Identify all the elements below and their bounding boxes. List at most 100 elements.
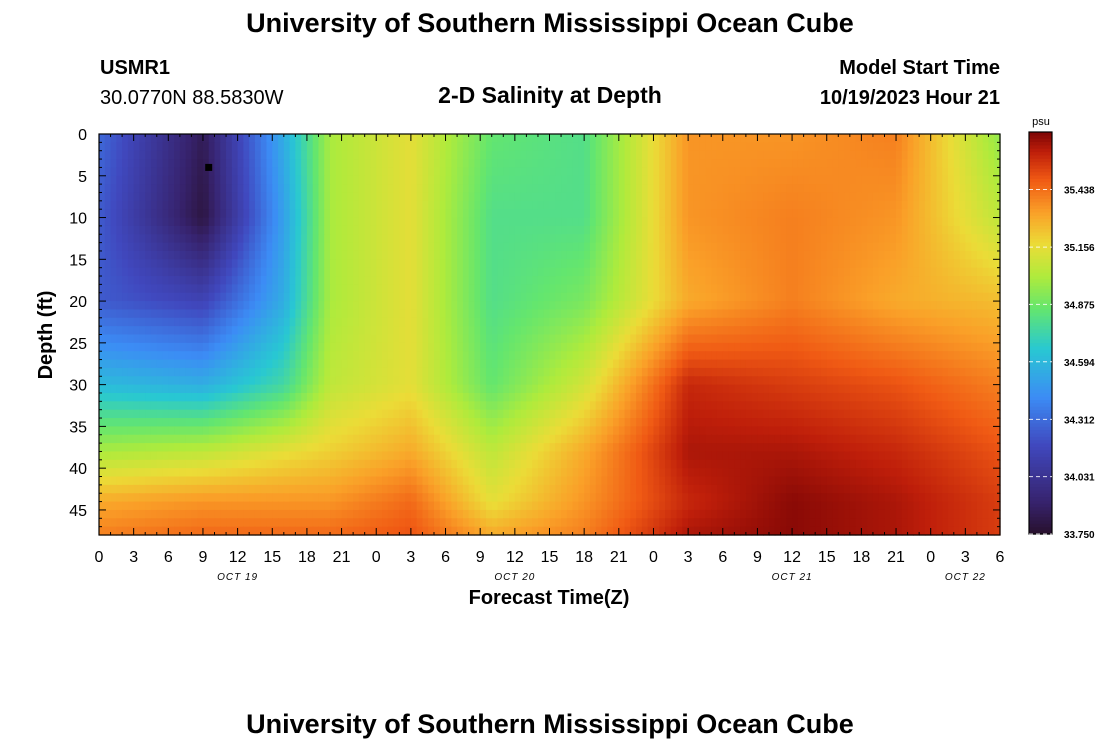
heatmap-cell [948,259,955,269]
heatmap-cell [820,292,828,302]
heatmap-cell [942,234,949,244]
heatmap-cell [734,309,741,319]
heatmap-cell [803,326,811,336]
heatmap-cell [613,134,620,143]
heatmap-cell [768,292,776,302]
heatmap-cell [803,167,811,177]
heatmap-cell [214,150,221,160]
heatmap-cell [786,376,793,386]
heatmap-cell [722,301,730,311]
heatmap-cell [330,184,337,194]
heatmap-cell [757,334,764,344]
heatmap-cell [370,276,377,285]
heatmap-cell [653,200,660,210]
heatmap-cell [589,159,597,169]
heatmap-cell [751,234,759,244]
heatmap-cell [370,284,377,294]
heatmap-cell [792,159,799,169]
heatmap-cell [491,134,499,143]
heatmap-cell [485,376,493,386]
heatmap-cell [624,192,631,202]
heatmap-cell [763,334,770,344]
heatmap-cell [896,175,903,185]
heatmap-cell [659,309,666,319]
heatmap-cell [630,334,637,344]
heatmap-cell [861,200,868,210]
heatmap-cell [647,392,655,402]
heatmap-cell [722,175,730,185]
heatmap-cell [491,292,499,302]
heatmap-cell [971,134,978,143]
heatmap-cell [757,250,764,260]
heatmap-cell [676,367,683,377]
heatmap-cell [145,175,152,185]
heatmap-cell [353,242,360,252]
heatmap-cell [994,150,1001,160]
heatmap-cell [202,392,210,402]
heatmap-cell [185,301,193,311]
heatmap-cell [393,150,400,160]
heatmap-cell [855,392,862,402]
heatmap-cell [127,301,135,311]
heatmap-cell [913,367,920,377]
heatmap-cell [156,359,164,369]
heatmap-cell [618,384,626,394]
heatmap-cell [537,392,545,402]
heatmap-cell [254,134,262,143]
heatmap-cell [595,276,603,285]
heatmap-cell [890,359,897,369]
heatmap-cell [433,342,441,352]
heatmap-cell [150,134,158,143]
heatmap-cell [647,192,655,202]
heatmap-cell [722,376,730,386]
heatmap-cell [468,317,476,327]
heatmap-cell [278,217,285,227]
heatmap-cell [191,200,198,210]
heatmap-cell [561,284,568,294]
heatmap-cell [358,167,366,177]
heatmap-cell [976,150,984,160]
heatmap-cell [410,134,418,143]
heatmap-cell [543,225,551,235]
heatmap-cell [520,217,527,227]
heatmap-cell [462,367,470,377]
heatmap-cell [555,342,562,352]
heatmap-cell [393,200,400,210]
heatmap-cell [653,142,660,152]
heatmap-cell [254,250,262,260]
heatmap-cell [820,234,828,244]
heatmap-cell [826,351,834,361]
heatmap-cell [867,225,874,235]
heatmap-cell [659,159,666,169]
heatmap-cell [480,301,487,311]
heatmap-cell [376,225,383,235]
heatmap-cell [861,134,868,143]
heatmap-cell [763,392,770,402]
heatmap-cell [226,284,233,294]
heatmap-cell [959,242,966,252]
heatmap-cell [231,292,239,302]
heatmap-cell [913,225,920,235]
heatmap-cell [647,242,655,252]
heatmap-cell [145,217,152,227]
heatmap-cell [641,225,649,235]
heatmap-cell [636,200,643,210]
heatmap-cell [682,334,689,344]
heatmap-cell [763,250,770,260]
heatmap-cell [347,301,354,311]
heatmap-cell [572,217,579,227]
heatmap-cell [520,234,527,244]
heatmap-cell [670,259,678,269]
heatmap-cell [110,175,117,185]
heatmap-cell [896,334,903,344]
heatmap-cell [555,317,562,327]
heatmap-cell [861,351,868,361]
heatmap-cell [624,242,631,252]
heatmap-cell [145,192,152,202]
heatmap-cell [849,284,857,294]
heatmap-cell [347,175,354,185]
heatmap-cell [884,351,891,361]
heatmap-cell [618,292,626,302]
heatmap-cell [820,376,828,386]
heatmap-cell [936,309,943,319]
